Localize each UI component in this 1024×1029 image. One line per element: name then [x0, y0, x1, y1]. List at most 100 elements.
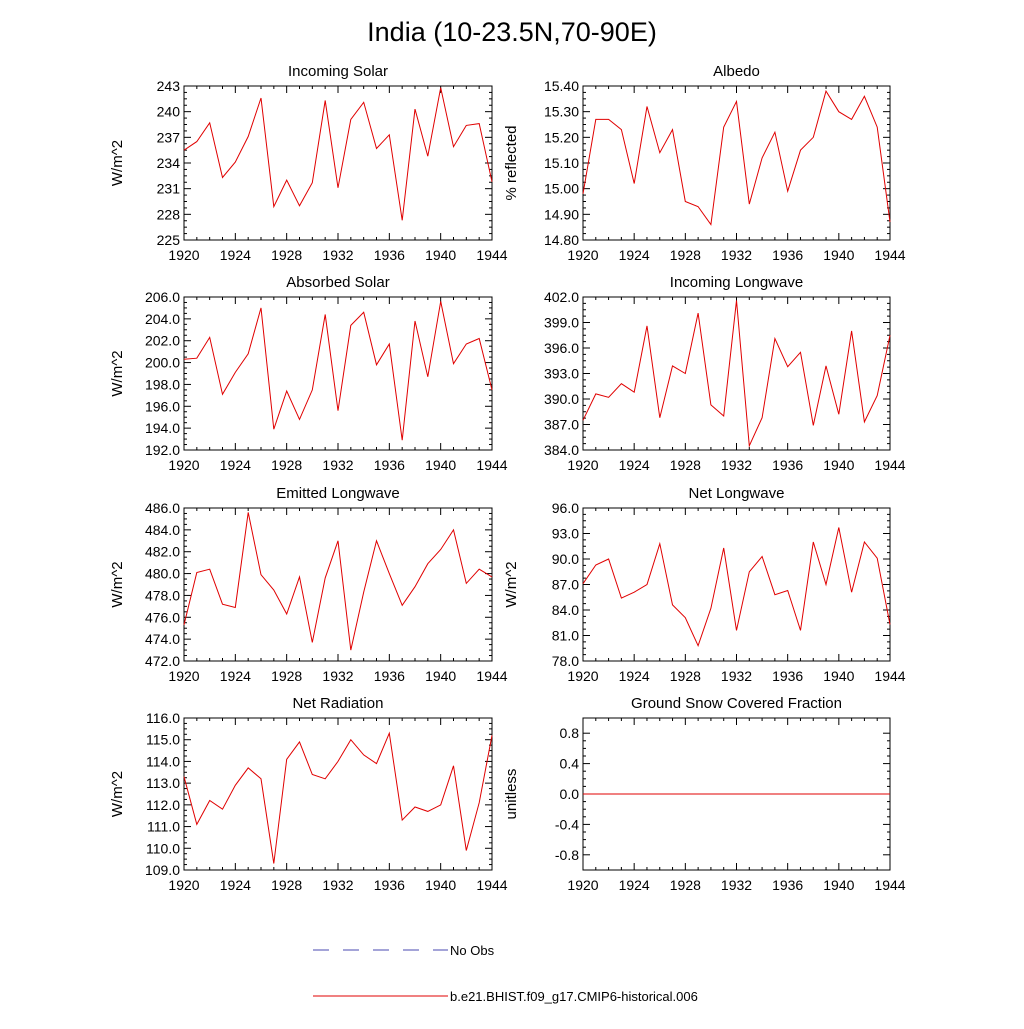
- y-tick-label: 225: [157, 232, 181, 248]
- y-tick-label: 482.0: [145, 544, 180, 560]
- plot-frame: [582, 507, 891, 662]
- y-tick-label: 84.0: [552, 602, 579, 618]
- y-tick-label: 0.0: [560, 786, 580, 802]
- y-tick-label: 390.0: [544, 391, 579, 407]
- panel-title: Net Longwave: [689, 485, 785, 502]
- series-line-b-e21-bhist-f09-g17-cmip6-historical-006: [183, 731, 493, 864]
- x-tick-label: 1924: [220, 877, 251, 893]
- y-tick-label: 237: [157, 129, 181, 145]
- y-tick-label: 194.0: [145, 420, 180, 436]
- y-tick-label: 474.0: [145, 631, 180, 647]
- y-tick-label: 114.0: [146, 753, 180, 769]
- panel-incoming-longwave: Incoming Longwave 384.0 387.0 390.0 393.0 396…: [544, 274, 906, 473]
- x-tick-label: 1928: [271, 668, 302, 684]
- series-line-b-e21-bhist-f09-g17-cmip6-historical-006: [183, 87, 493, 221]
- x-tick-label: 1940: [425, 668, 456, 684]
- x-tick-label: 1940: [823, 877, 854, 893]
- y-axis-label: W/m^2: [109, 561, 126, 607]
- panel-net-radiation: Net Radiation 109.0 110.0 111.0 112.0 113.0 11…: [109, 695, 508, 893]
- x-tick-label: 1920: [567, 247, 598, 263]
- y-axis-label: % reflected: [503, 125, 520, 200]
- y-tick-label: 480.0: [145, 566, 180, 582]
- y-tick-label: 387.0: [544, 417, 579, 433]
- y-tick-label: 110.0: [146, 840, 180, 856]
- x-tick-label: 1944: [476, 877, 507, 893]
- x-tick-label: 1940: [425, 877, 456, 893]
- y-tick-label: 196.0: [145, 398, 180, 414]
- x-tick-label: 1932: [721, 877, 752, 893]
- x-tick-label: 1944: [874, 877, 905, 893]
- y-tick-label: 243: [157, 78, 181, 94]
- panel-title: Emitted Longwave: [276, 485, 399, 502]
- x-tick-label: 1924: [220, 457, 251, 473]
- plot-frame: [183, 296, 493, 451]
- x-tick-label: 1920: [567, 668, 598, 684]
- plot-frame: [582, 296, 891, 451]
- y-tick-label: 113.0: [146, 775, 180, 791]
- y-tick-label: 0.8: [560, 725, 580, 741]
- x-tick-label: 1936: [772, 457, 803, 473]
- x-tick-label: 1940: [823, 247, 854, 263]
- y-tick-label: 484.0: [145, 522, 180, 538]
- panel-emitted-longwave: Emitted Longwave 472.0 474.0 476.0 478.0 480.…: [109, 485, 508, 684]
- x-tick-label: 1928: [271, 457, 302, 473]
- y-tick-label: -0.8: [555, 847, 579, 863]
- y-tick-label: 96.0: [552, 500, 579, 516]
- x-tick-label: 1932: [721, 668, 752, 684]
- panel-albedo: Albedo 14.80 14.90 15.00 15.10 15.20 15.30 15.4…: [503, 63, 906, 263]
- legend-label-model: b.e21.BHIST.f09_g17.CMIP6-historical.006: [450, 989, 698, 1004]
- legend-label-no-obs: No Obs: [450, 943, 495, 958]
- y-tick-label: 486.0: [145, 500, 180, 516]
- y-axis-label: W/m^2: [109, 140, 126, 186]
- y-tick-label: 393.0: [544, 366, 579, 382]
- series-line-b-e21-bhist-f09-g17-cmip6-historical-006: [183, 512, 493, 651]
- panel-net-longwave: Net Longwave 78.0 81.0 84.0 87.0 90.0 93.0 96.0…: [503, 485, 906, 684]
- x-tick-label: 1936: [374, 877, 405, 893]
- y-tick-label: 478.0: [145, 587, 180, 603]
- x-tick-label: 1928: [271, 247, 302, 263]
- y-axis-label: W/m^2: [109, 771, 126, 817]
- panel-title: Net Radiation: [293, 695, 384, 712]
- y-tick-label: 240: [157, 104, 181, 120]
- y-tick-label: 15.20: [544, 129, 579, 145]
- y-tick-label: 396.0: [544, 340, 579, 356]
- y-tick-label: 112.0: [146, 797, 180, 813]
- x-tick-label: 1932: [322, 668, 353, 684]
- panel-ground-snow-covered-fraction: Ground Snow Covered Fraction -0.8 -0.4 0.0 0…: [503, 695, 906, 893]
- x-tick-label: 1920: [168, 247, 199, 263]
- x-tick-label: 1928: [670, 668, 701, 684]
- x-tick-label: 1940: [823, 457, 854, 473]
- y-tick-label: 384.0: [544, 442, 579, 458]
- y-tick-label: 14.90: [544, 206, 579, 222]
- x-tick-label: 1920: [168, 668, 199, 684]
- x-tick-label: 1936: [374, 247, 405, 263]
- x-tick-label: 1920: [567, 457, 598, 473]
- y-tick-label: 231: [157, 181, 181, 197]
- y-axis-label: W/m^2: [109, 350, 126, 396]
- x-tick-label: 1940: [823, 668, 854, 684]
- x-tick-label: 1924: [619, 877, 650, 893]
- y-axis-label: W/m^2: [503, 561, 520, 607]
- y-tick-label: 0.4: [560, 756, 580, 772]
- panel-incoming-solar: Incoming Solar 225 228 231 234 237 240 243 1920 1…: [109, 63, 508, 263]
- x-tick-label: 1944: [874, 247, 905, 263]
- y-axis-label: unitless: [503, 769, 520, 820]
- y-tick-label: 228: [157, 206, 181, 222]
- x-tick-label: 1944: [874, 457, 905, 473]
- panel-title: Incoming Solar: [288, 63, 388, 80]
- x-tick-label: 1932: [322, 877, 353, 893]
- y-tick-label: 204.0: [145, 311, 180, 327]
- y-tick-label: 116.0: [146, 710, 180, 726]
- y-tick-label: 399.0: [544, 315, 579, 331]
- x-tick-label: 1944: [476, 457, 507, 473]
- x-tick-label: 1924: [619, 457, 650, 473]
- panel-title: Absorbed Solar: [286, 274, 389, 291]
- y-tick-label: 15.00: [544, 181, 579, 197]
- x-tick-label: 1928: [670, 877, 701, 893]
- x-tick-label: 1920: [567, 877, 598, 893]
- y-tick-label: 15.10: [544, 155, 579, 171]
- x-tick-label: 1936: [772, 877, 803, 893]
- plot-frame: [183, 507, 493, 662]
